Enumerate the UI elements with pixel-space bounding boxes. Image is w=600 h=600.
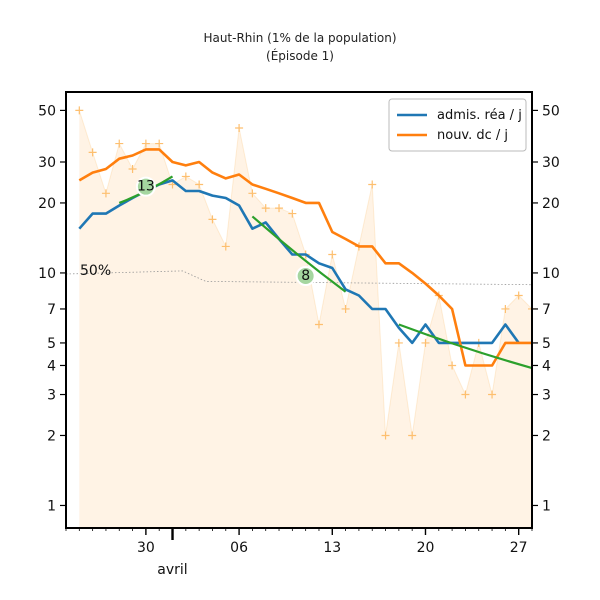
y-tick-label-left: 5 bbox=[47, 336, 56, 352]
daily-marker bbox=[275, 204, 284, 213]
daily-marker bbox=[514, 291, 523, 300]
y-tick-label-right: 7 bbox=[542, 302, 551, 318]
x-tick-label: 20 bbox=[417, 540, 435, 556]
daily-marker bbox=[155, 139, 164, 148]
daily-marker bbox=[314, 320, 323, 329]
x-tick-label: 30 bbox=[137, 540, 155, 556]
daily-marker bbox=[261, 204, 270, 213]
daily-marker bbox=[368, 180, 377, 189]
month-marker-label: avril bbox=[157, 562, 187, 578]
reference-line-layer: 50% bbox=[65, 263, 533, 286]
plot-frame bbox=[65, 91, 533, 529]
trend-layer: 13 8 bbox=[118, 175, 533, 370]
y-tick-label-left: 30 bbox=[38, 155, 56, 171]
x-tick-label: 13 bbox=[323, 540, 341, 556]
reference-line-label: 50% bbox=[80, 263, 111, 279]
y-tick-label-left: 20 bbox=[38, 196, 56, 212]
daily-marker bbox=[235, 124, 244, 133]
y-tick-label-right: 1 bbox=[542, 498, 551, 514]
legend: admis. réa / j nouv. dc / j bbox=[388, 98, 527, 152]
y-tick-label-left: 7 bbox=[47, 302, 56, 318]
daily-marker bbox=[141, 139, 150, 148]
daily-marker bbox=[88, 148, 97, 157]
daily-marker bbox=[408, 431, 417, 440]
y-tick-label-right: 2 bbox=[542, 428, 551, 444]
y-tick-label-right: 5 bbox=[542, 336, 551, 352]
daily-marker bbox=[128, 164, 137, 173]
x-tick-label: 27 bbox=[510, 540, 528, 556]
legend-label-1: nouv. dc / j bbox=[437, 128, 508, 143]
daily-marker bbox=[421, 338, 430, 347]
daily-marker bbox=[181, 172, 190, 181]
daily-area bbox=[79, 110, 533, 529]
daily-marker bbox=[394, 338, 403, 347]
daily-marker bbox=[381, 431, 390, 440]
daily-marker bbox=[341, 304, 350, 313]
y-tick-label-right: 30 bbox=[542, 155, 560, 171]
daily-marker bbox=[221, 242, 230, 251]
legend-label-0: admis. réa / j bbox=[437, 108, 522, 123]
daily-marker bbox=[488, 390, 497, 399]
trend-line-1 bbox=[251, 215, 347, 293]
y-tick-label-right: 4 bbox=[542, 358, 551, 374]
chart-title: Haut-Rhin (1% de la population) bbox=[203, 31, 397, 45]
trend-badge-label-1: 8 bbox=[301, 268, 310, 284]
daily-marker bbox=[448, 361, 457, 370]
y-tick-label-right: 20 bbox=[542, 196, 560, 212]
daily-marker bbox=[328, 250, 337, 259]
y-tick-label-left: 2 bbox=[47, 428, 56, 444]
trend-line-2 bbox=[398, 323, 533, 370]
y-tick-label-right: 10 bbox=[542, 266, 560, 282]
trend-badge-1 bbox=[295, 266, 316, 287]
reference-line bbox=[65, 270, 533, 286]
series-line-1 bbox=[78, 148, 532, 367]
daily-marker bbox=[208, 215, 217, 224]
daily-marker bbox=[101, 189, 110, 198]
daily-marker bbox=[195, 180, 204, 189]
daily-marker bbox=[461, 390, 470, 399]
daily-marker bbox=[288, 209, 297, 218]
axes-layer: 1 1 2 2 3 3 4 4 5 5 7 7 10 10 20 20 30 30 50 50 30 06 13 20 27 av… bbox=[38, 103, 560, 578]
y-tick-label-left: 4 bbox=[47, 358, 56, 374]
chart-subtitle: (Épisode 1) bbox=[266, 49, 334, 63]
legend-box bbox=[388, 98, 527, 152]
daily-values-layer bbox=[75, 106, 536, 529]
y-tick-label-left: 3 bbox=[47, 388, 56, 404]
trend-badge-0 bbox=[135, 176, 156, 197]
plot-background bbox=[66, 92, 532, 528]
y-tick-label-left: 10 bbox=[38, 266, 56, 282]
trend-badge-label-0: 13 bbox=[137, 179, 155, 195]
y-tick-label-left: 1 bbox=[47, 498, 56, 514]
daily-marker bbox=[248, 189, 257, 198]
y-tick-label-left: 50 bbox=[38, 103, 56, 119]
y-tick-label-right: 50 bbox=[542, 103, 560, 119]
daily-marker bbox=[115, 139, 124, 148]
x-tick-label: 06 bbox=[230, 540, 248, 556]
daily-marker bbox=[501, 304, 510, 313]
y-tick-label-right: 3 bbox=[542, 388, 551, 404]
daily-marker bbox=[75, 106, 84, 115]
